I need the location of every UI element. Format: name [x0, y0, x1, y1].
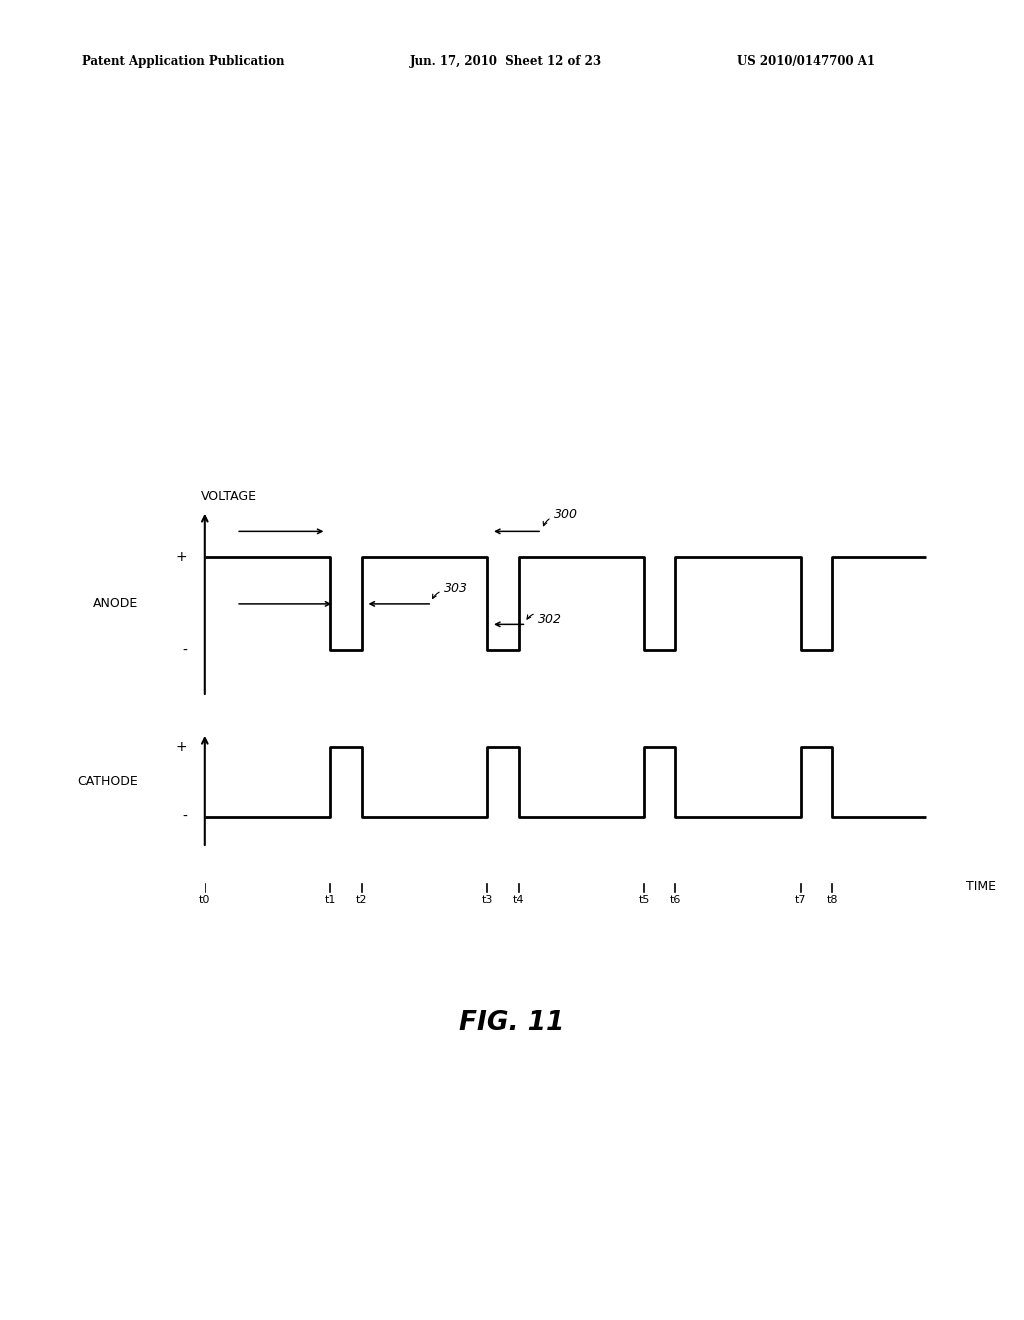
Text: t7: t7	[796, 895, 807, 906]
Text: +: +	[176, 550, 187, 565]
Text: t2: t2	[356, 895, 368, 906]
Text: 300: 300	[554, 508, 578, 521]
Text: CATHODE: CATHODE	[78, 775, 138, 788]
Text: t4: t4	[513, 895, 524, 906]
Text: -: -	[182, 643, 187, 657]
Text: -: -	[182, 809, 187, 824]
Text: t5: t5	[638, 895, 649, 906]
Text: FIG. 11: FIG. 11	[460, 1010, 564, 1036]
Text: t3: t3	[481, 895, 493, 906]
Text: t6: t6	[670, 895, 681, 906]
Text: 303: 303	[444, 582, 468, 594]
Text: t8: t8	[826, 895, 838, 906]
Text: 302: 302	[539, 614, 562, 626]
Text: t1: t1	[325, 895, 336, 906]
Text: US 2010/0147700 A1: US 2010/0147700 A1	[737, 55, 876, 69]
Text: Patent Application Publication: Patent Application Publication	[82, 55, 285, 69]
Text: ANODE: ANODE	[93, 598, 138, 610]
Text: t0: t0	[199, 895, 211, 906]
Text: TIME: TIME	[966, 880, 995, 894]
Text: +: +	[176, 741, 187, 754]
Text: Jun. 17, 2010  Sheet 12 of 23: Jun. 17, 2010 Sheet 12 of 23	[410, 55, 602, 69]
Text: VOLTAGE: VOLTAGE	[201, 491, 257, 503]
